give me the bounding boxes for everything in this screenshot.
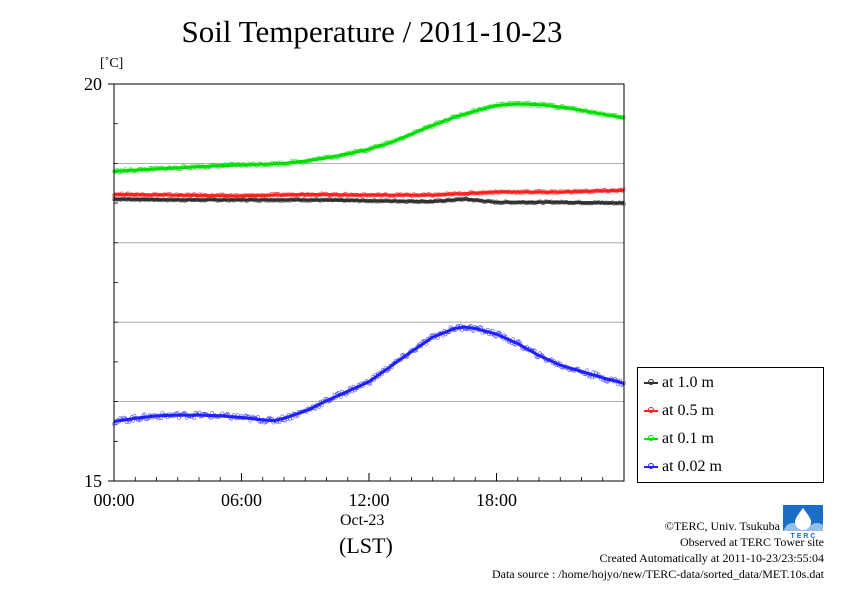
- x-tick-label: 18:00: [476, 490, 517, 510]
- legend-swatch: [644, 378, 658, 388]
- x-axis-date-label: Oct-23: [340, 512, 385, 529]
- x-tick-label: 06:00: [221, 490, 262, 510]
- legend-entry: at 0.02 m: [644, 458, 722, 476]
- series-layer: [112, 100, 626, 426]
- copyright-text: ©TERC, Univ. Tsukuba: [664, 519, 780, 533]
- credits-block: ©TERC, Univ. Tsukuba Observed at TERC To…: [492, 518, 824, 582]
- y-axis-unit-label: [˚C]: [100, 56, 124, 71]
- series-1: [112, 187, 626, 199]
- legend-label: at 1.0 m: [662, 374, 714, 391]
- y-tick-label: 20: [84, 74, 102, 94]
- series-0: [112, 196, 626, 206]
- source-text: Data source : /home/hojyo/new/TERC-data/…: [491, 567, 824, 581]
- legend-label: at 0.02 m: [662, 458, 722, 475]
- legend-label: at 0.5 m: [662, 402, 714, 419]
- legend-swatch: [644, 462, 658, 472]
- data-point: [177, 415, 181, 420]
- series-line: [113, 102, 625, 173]
- x-tick-label: 12:00: [348, 490, 389, 510]
- chart-title: Soil Temperature / 2011-10-23: [181, 14, 563, 49]
- legend: at 1.0 m at 0.5 m at 0.1 m at 0.02 m: [637, 367, 824, 483]
- series-line: [113, 188, 625, 198]
- series-line: [113, 197, 625, 205]
- legend-swatch: [644, 434, 658, 444]
- legend-entry: at 0.1 m: [644, 430, 714, 448]
- series-line: [113, 325, 625, 423]
- series-2: [112, 100, 626, 175]
- legend-entry: at 0.5 m: [644, 402, 714, 420]
- grid-layer: [114, 162, 624, 403]
- legend-swatch: [644, 406, 658, 416]
- terc-logo: T E R C: [783, 505, 823, 539]
- series-3: [112, 323, 626, 426]
- x-axis-title: (LST): [339, 533, 393, 558]
- plot-frame: [113, 83, 625, 482]
- created-text: Created Automatically at 2011-10-23/23:5…: [599, 551, 824, 565]
- x-tick-label: 00:00: [93, 490, 134, 510]
- y-tick-label: 15: [84, 471, 102, 491]
- svg-text:T E R C: T E R C: [791, 533, 816, 539]
- observed-text: Observed at TERC Tower site: [679, 535, 824, 549]
- legend-label: at 0.1 m: [662, 430, 714, 447]
- legend-entry: at 1.0 m: [644, 374, 714, 392]
